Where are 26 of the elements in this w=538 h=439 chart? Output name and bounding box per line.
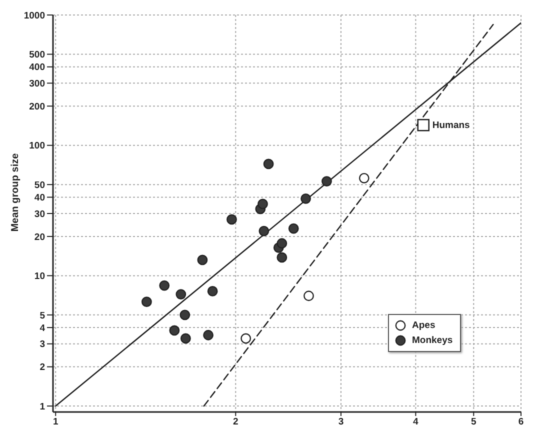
y-tick-label: 1000 — [24, 10, 45, 22]
y-tick-label: 3 — [40, 339, 45, 350]
series-label: Humans — [432, 120, 470, 131]
x-tick-label: 2 — [233, 416, 238, 428]
y-tick-label: 1 — [40, 401, 46, 412]
x-tick-label: 4 — [413, 416, 420, 428]
y-tick-label: 40 — [34, 192, 45, 204]
y-axis-title: Mean group size — [10, 152, 20, 232]
y-tick-label: 2 — [40, 362, 45, 374]
y-tick-label: 400 — [29, 62, 45, 74]
y-tick-label: 200 — [29, 101, 45, 112]
y-tick-label: 100 — [29, 140, 45, 152]
y-tick-label: 300 — [29, 78, 45, 90]
x-tick-label: 6 — [518, 416, 524, 428]
y-tick-label: 4 — [40, 322, 46, 334]
y-tick-label: 30 — [34, 208, 45, 220]
legend-label: Apes — [412, 320, 436, 331]
x-tick-label: 1 — [52, 416, 59, 428]
y-tick-label: 5 — [40, 310, 46, 322]
y-tick-label: 20 — [34, 232, 45, 243]
y-tick-label: 10 — [34, 271, 45, 282]
legend-label: Monkeys — [412, 335, 453, 346]
y-tick-label: 50 — [34, 180, 45, 191]
x-tick-label: 5 — [470, 416, 477, 428]
x-tick-label: 3 — [338, 416, 344, 428]
y-tick-label: 500 — [29, 50, 45, 61]
